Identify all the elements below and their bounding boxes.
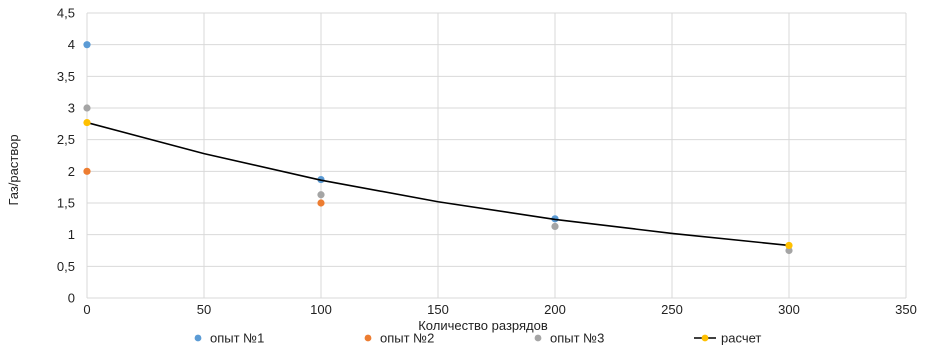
y-tick-label: 4 <box>68 37 75 52</box>
y-tick-label: 3 <box>68 101 75 116</box>
y-tick-label: 1,5 <box>57 196 75 211</box>
data-point <box>551 222 559 231</box>
legend-item: расчет <box>694 331 761 346</box>
legend-label: опыт №2 <box>380 331 434 346</box>
data-point <box>83 118 91 127</box>
data-point <box>317 191 325 199</box>
data-point <box>83 41 91 49</box>
legend-marker <box>701 334 709 342</box>
series-1 <box>83 167 325 207</box>
series-2 <box>83 104 793 255</box>
series <box>83 41 793 255</box>
x-tick-label: 250 <box>661 302 683 317</box>
x-tick-label: 50 <box>197 302 211 317</box>
x-tick-label: 350 <box>895 302 917 317</box>
data-point <box>83 104 91 112</box>
series-3 <box>83 118 793 250</box>
y-tick-label: 3,5 <box>57 69 75 84</box>
legend-marker <box>534 334 542 342</box>
x-axis-title: Количество разрядов <box>418 318 548 333</box>
x-tick-label: 100 <box>310 302 332 317</box>
data-point <box>785 241 793 250</box>
x-tick-label: 0 <box>83 302 90 317</box>
grid <box>86 12 907 299</box>
legend-label: опыт №3 <box>550 331 604 346</box>
y-tick-label: 0 <box>68 291 75 306</box>
legend-marker <box>194 334 202 342</box>
x-tick-label: 200 <box>544 302 566 317</box>
legend-marker <box>364 334 372 342</box>
legend-item: опыт №3 <box>534 331 604 346</box>
data-point <box>317 199 325 207</box>
x-tick-label: 150 <box>427 302 449 317</box>
x-tick-label: 300 <box>778 302 800 317</box>
legend-item: опыт №1 <box>194 331 264 346</box>
series-line <box>86 121 790 247</box>
data-point <box>83 167 91 175</box>
y-tick-label: 2 <box>68 164 75 179</box>
legend-item: опыт №2 <box>364 331 434 346</box>
legend: опыт №1 опыт №2 опыт №3 расчет <box>194 331 761 346</box>
y-tick-label: 4,5 <box>57 6 75 21</box>
data-point <box>785 246 793 255</box>
y-tick-label: 2,5 <box>57 132 75 147</box>
legend-label: расчет <box>721 331 761 346</box>
legend-label: опыт №1 <box>210 331 264 346</box>
tick-labels: 0 0,5 1 1,5 2 2,5 3 3,5 4 4,5 0 50 100 150 200 250 300 35… <box>57 6 917 318</box>
y-tick-label: 1 <box>68 227 75 242</box>
y-tick-label: 0,5 <box>57 259 75 274</box>
y-axis-title: Газ/раствор <box>6 134 21 205</box>
